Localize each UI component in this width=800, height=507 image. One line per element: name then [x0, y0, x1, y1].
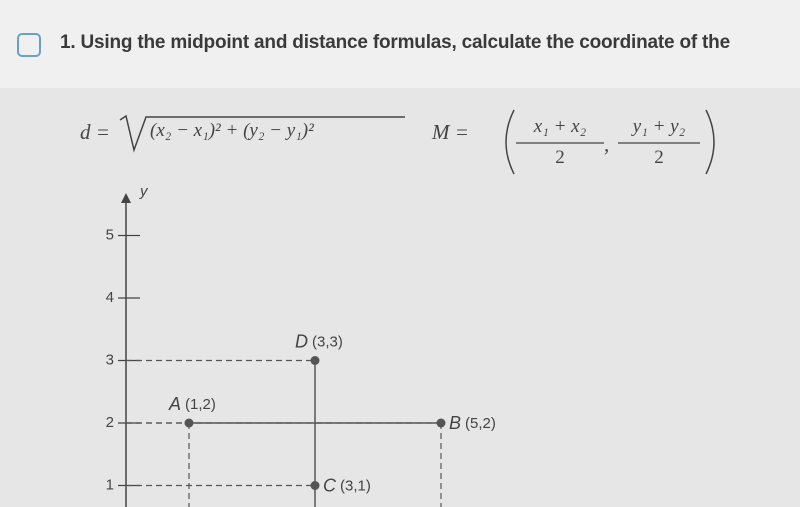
x-denominator: 2: [555, 147, 565, 168]
right-paren: [705, 109, 715, 175]
y-numerator: y₁ + y₂: [632, 116, 686, 137]
point-name: C: [323, 475, 337, 495]
point-label: A (1,2): [168, 394, 216, 414]
midpoint-lhs: M =: [432, 120, 469, 144]
y-axis-label: y: [139, 183, 149, 200]
y-tick-label: 1: [106, 476, 114, 493]
point-label: D (3,3): [295, 331, 343, 351]
header-band: [0, 0, 800, 88]
y-axis-arrow: [121, 193, 131, 203]
point: [184, 418, 194, 428]
point-coords: (5,2): [465, 415, 496, 432]
point-coords: (3,1): [340, 477, 371, 494]
point-label: C (3,1): [323, 475, 371, 495]
point: [310, 481, 320, 490]
y-denominator: 2: [654, 147, 664, 168]
separator: ,: [604, 132, 610, 156]
point: [310, 356, 320, 365]
y-tick-label: 3: [106, 351, 114, 368]
point-name: D: [295, 331, 308, 351]
checkbox[interactable]: [17, 33, 41, 57]
y-tick-label: 4: [106, 289, 114, 306]
y-tick-label: 2: [106, 414, 114, 431]
point-label: B (5,2): [449, 413, 496, 433]
x-numerator: x₁ + x₂: [533, 116, 587, 137]
left-paren: [505, 109, 515, 175]
point-name: B: [449, 413, 461, 433]
graph: y 1 2 3 4 5 A (1,2) B (5,2) C (3,1) D (3,3): [106, 183, 496, 507]
point-name: A: [168, 394, 181, 414]
point-coords: (1,2): [185, 396, 216, 413]
radical-sign: [119, 114, 405, 153]
point-coords: (3,3): [312, 333, 343, 350]
y-tick-label: 5: [106, 226, 114, 243]
point: [436, 418, 446, 428]
distance-lhs: d =: [80, 120, 110, 144]
question-text: 1. Using the midpoint and distance formu…: [60, 32, 730, 53]
distance-radicand: (x₂ − x₁)² + (y₂ − y₁)²: [150, 120, 314, 141]
